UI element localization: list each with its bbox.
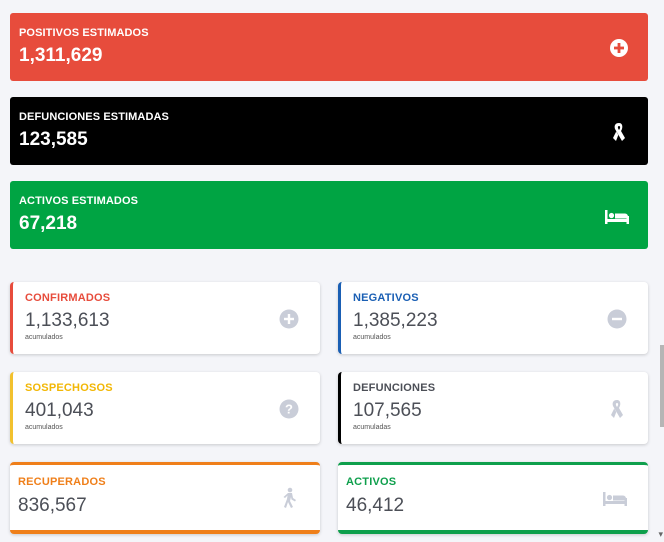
confirmados-value: 1,133,613 bbox=[25, 310, 110, 331]
recuperados-card: RECUPERADOS 836,567 bbox=[10, 462, 320, 534]
negativos-label: NEGATIVOS bbox=[353, 292, 419, 304]
activos-value: 46,412 bbox=[346, 495, 405, 516]
defunciones-estimadas-banner: DEFUNCIONES ESTIMADAS 123,585 bbox=[10, 97, 648, 165]
confirmados-label: CONFIRMADOS bbox=[25, 292, 111, 304]
confirmados-sub: acumulados bbox=[25, 334, 63, 341]
recuperados-value: 836,567 bbox=[18, 495, 87, 516]
bed-icon bbox=[605, 210, 629, 224]
walking-person-icon bbox=[283, 487, 296, 508]
sospechosos-value: 401,043 bbox=[25, 400, 94, 421]
svg-text:?: ? bbox=[285, 402, 293, 417]
scrollbar-thumb[interactable] bbox=[660, 345, 664, 427]
ribbon-icon bbox=[613, 123, 625, 141]
scroll-down-arrow-icon[interactable]: ▾ bbox=[658, 529, 663, 539]
sospechosos-sub: acumulados bbox=[25, 424, 63, 431]
positivos-estimados-banner: POSITIVOS ESTIMADOS 1,311,629 bbox=[10, 13, 648, 81]
defunciones-estimadas-label: DEFUNCIONES ESTIMADAS bbox=[19, 111, 169, 123]
question-circle-icon: ? bbox=[279, 399, 299, 419]
defunciones-estimadas-value: 123,585 bbox=[19, 129, 88, 150]
activos-estimados-label: ACTIVOS ESTIMADOS bbox=[19, 195, 139, 207]
activos-estimados-value: 67,218 bbox=[19, 213, 78, 234]
minus-circle-icon bbox=[607, 309, 627, 329]
recuperados-label: RECUPERADOS bbox=[18, 476, 106, 488]
activos-card: ACTIVOS 46,412 bbox=[338, 462, 648, 534]
defunciones-value: 107,565 bbox=[353, 400, 422, 421]
bed-icon bbox=[603, 492, 627, 506]
negativos-value: 1,385,223 bbox=[353, 310, 438, 331]
ribbon-icon bbox=[611, 400, 623, 418]
confirmados-card: CONFIRMADOS 1,133,613 acumulados bbox=[10, 282, 320, 354]
defunciones-sub: acumuladas bbox=[353, 424, 391, 431]
sospechosos-card: SOSPECHOSOS 401,043 acumulados ? bbox=[10, 372, 320, 444]
negativos-card: NEGATIVOS 1,385,223 acumulados bbox=[338, 282, 648, 354]
defunciones-card: DEFUNCIONES 107,565 acumuladas bbox=[338, 372, 648, 444]
scrollbar-track[interactable] bbox=[660, 0, 664, 542]
positivos-estimados-label: POSITIVOS ESTIMADOS bbox=[19, 27, 149, 39]
negativos-sub: acumulados bbox=[353, 334, 391, 341]
plus-circle-icon bbox=[610, 39, 628, 57]
activos-label: ACTIVOS bbox=[346, 476, 397, 488]
sospechosos-label: SOSPECHOSOS bbox=[25, 382, 113, 394]
activos-estimados-banner: ACTIVOS ESTIMADOS 67,218 bbox=[10, 181, 648, 249]
plus-circle-icon bbox=[279, 309, 299, 329]
positivos-estimados-value: 1,311,629 bbox=[19, 45, 103, 66]
defunciones-label: DEFUNCIONES bbox=[353, 382, 436, 394]
